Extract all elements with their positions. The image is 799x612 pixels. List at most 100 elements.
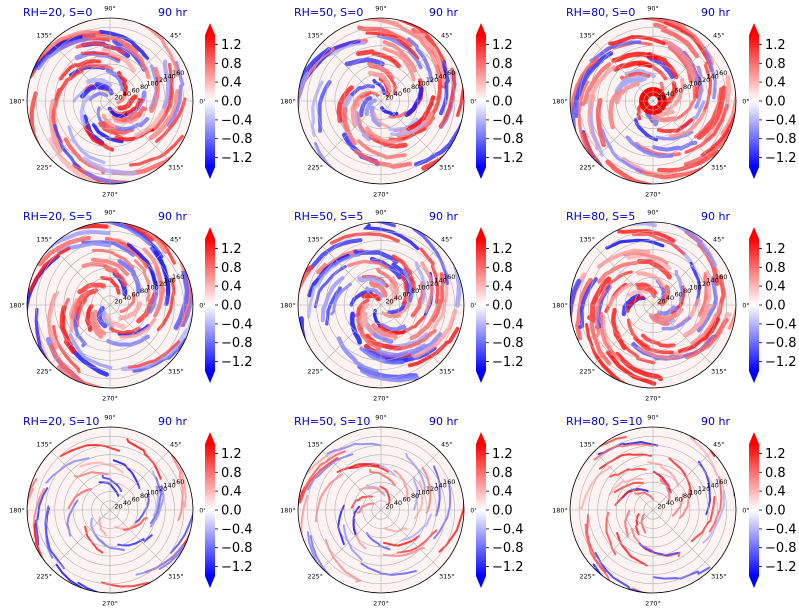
radial-tick-label: 60 <box>131 290 139 298</box>
colorbar-tick-label: −0.4 <box>221 522 253 537</box>
angular-tick-label: 270° <box>373 395 389 403</box>
radial-tick-label: 80 <box>411 83 419 91</box>
radial-tick-label: 20 <box>657 503 665 511</box>
angular-tick-label: 90° <box>375 209 387 217</box>
angular-tick-label: 90° <box>104 414 116 422</box>
radial-tick-label: 120 <box>698 76 710 84</box>
grid-spoke <box>109 246 169 306</box>
colorbar-tick-label: 0.8 <box>765 261 786 276</box>
colorbar-gradient <box>749 444 759 576</box>
grid-spoke <box>652 509 712 569</box>
angular-tick-label: 135° <box>307 441 323 449</box>
radial-tick-label: 140 <box>706 276 718 284</box>
angular-tick-label: 270° <box>373 191 389 199</box>
colorbar: 1.2 0.8 0.4 0.0 −0.4 −0.8 −1.2 <box>476 227 524 383</box>
angular-tick-label: 90° <box>375 414 387 422</box>
panel-title: RH=80, S=0 <box>566 6 635 19</box>
radial-tick-label: 40 <box>123 499 131 507</box>
grid-spoke <box>109 509 169 569</box>
angular-tick-label: 180° <box>9 507 25 515</box>
panel-2: 0°45°90°135°180°225°270°315°20 40 60 801001… <box>280 5 523 199</box>
radial-tick-label: 160 <box>443 478 455 486</box>
grid-spoke <box>594 42 654 102</box>
colorbar-tick-label: 1.2 <box>765 447 786 462</box>
angular-tick-label: 225° <box>579 367 595 375</box>
radial-tick-label: 100 <box>689 283 701 291</box>
angular-tick-label: 225° <box>36 163 52 171</box>
radial-tick-label: 100 <box>689 79 701 87</box>
colorbar-extend-max <box>205 432 215 444</box>
colorbar-tick-label: 0.8 <box>492 57 513 72</box>
panel-6: 0°45°90°135°180°225°270°315°20 40 60 801001… <box>552 209 796 403</box>
radial-tick-label: 20 <box>114 298 122 306</box>
grid-spoke <box>594 246 654 306</box>
polar-frame <box>26 17 194 185</box>
colorbar-tick-label: −1.2 <box>492 560 524 575</box>
polar-frame <box>569 221 737 389</box>
grid-spoke <box>380 246 440 306</box>
colorbar-tick-label: 0.4 <box>221 76 242 91</box>
angular-tick-label: 270° <box>645 191 661 199</box>
radial-tick-label: 20 <box>385 503 393 511</box>
grid-spoke <box>109 42 169 102</box>
angular-tick-label: 135° <box>307 236 323 244</box>
angular-tick-label: 135° <box>36 236 52 244</box>
grid-spoke <box>322 509 382 569</box>
radial-tick-label: 140 <box>434 72 446 80</box>
polar-frame <box>26 426 194 594</box>
colorbar-tick-label: 0.0 <box>221 299 242 314</box>
colorbar-tick-label: 0.4 <box>765 76 786 91</box>
colorbar-tick-label: 1.2 <box>492 38 513 53</box>
angular-tick-label: 180° <box>552 98 568 106</box>
angular-tick-label: 0° <box>470 98 477 106</box>
colorbar-gradient <box>476 444 486 576</box>
angular-tick-label: 0° <box>742 302 749 310</box>
colorbar-tick-label: −0.8 <box>492 132 524 147</box>
radial-tick-label: 100 <box>146 488 158 496</box>
angular-tick-label: 135° <box>579 32 595 40</box>
radial-tick-label: 80 <box>140 83 148 91</box>
colorbar-tick-label: 0.8 <box>221 261 242 276</box>
angular-tick-label: 45° <box>713 441 725 449</box>
angular-tick-label: 135° <box>36 32 52 40</box>
colorbar-tick-label: 0.4 <box>492 280 513 295</box>
colorbar-tick-label: 0.0 <box>492 504 513 519</box>
colorbar-tick-label: −0.4 <box>492 113 524 128</box>
radial-tick-label: 60 <box>402 290 410 298</box>
field-texture <box>27 18 187 184</box>
panel-3: 0°45°90°135°180°225°270°315°20 40 60 801001… <box>552 5 796 199</box>
colorbar-tick-label: −0.8 <box>221 541 253 556</box>
radial-tick-label: 40 <box>123 294 131 302</box>
angular-tick-label: 0° <box>470 507 477 515</box>
radial-tick-label: 140 <box>163 481 175 489</box>
colorbar-tick-label: −1.2 <box>221 355 253 370</box>
panel-title: RH=80, S=5 <box>566 210 635 223</box>
angular-tick-label: 180° <box>280 302 296 310</box>
colorbar-tick-label: 0.8 <box>221 466 242 481</box>
angular-tick-label: 0° <box>199 507 206 515</box>
radial-tick-label: 160 <box>443 69 455 77</box>
radial-tick-label: 60 <box>131 86 139 94</box>
panel-time: 90 hr <box>429 415 458 428</box>
radial-tick-label: 20 <box>114 503 122 511</box>
colorbar: 1.2 0.8 0.4 0.0 −0.4 −0.8 −1.2 <box>205 432 253 588</box>
angular-tick-label: 0° <box>470 302 477 310</box>
angular-tick-label: 270° <box>645 395 661 403</box>
angular-tick-label: 45° <box>441 441 453 449</box>
colorbar-tick-label: 1.2 <box>765 38 786 53</box>
colorbar: 1.2 0.8 0.4 0.0 −0.4 −0.8 −1.2 <box>749 23 797 179</box>
colorbar-tick-label: 0.4 <box>765 485 786 500</box>
colorbar-tick-label: −0.8 <box>765 541 797 556</box>
colorbar-tick-label: 1.2 <box>221 242 242 257</box>
panel-time: 90 hr <box>158 210 187 223</box>
panel-time: 90 hr <box>429 210 458 223</box>
radial-tick-label: 60 <box>674 290 682 298</box>
polar-frame <box>26 221 194 389</box>
radial-tick-label: 20 <box>657 298 665 306</box>
colorbar-tick-label: −0.4 <box>492 522 524 537</box>
radial-tick-label: 40 <box>666 90 674 98</box>
angular-tick-label: 45° <box>713 32 725 40</box>
radial-tick-label: 20 <box>114 94 122 102</box>
colorbar-tick-label: −1.2 <box>492 355 524 370</box>
radial-tick-label: 80 <box>683 83 691 91</box>
